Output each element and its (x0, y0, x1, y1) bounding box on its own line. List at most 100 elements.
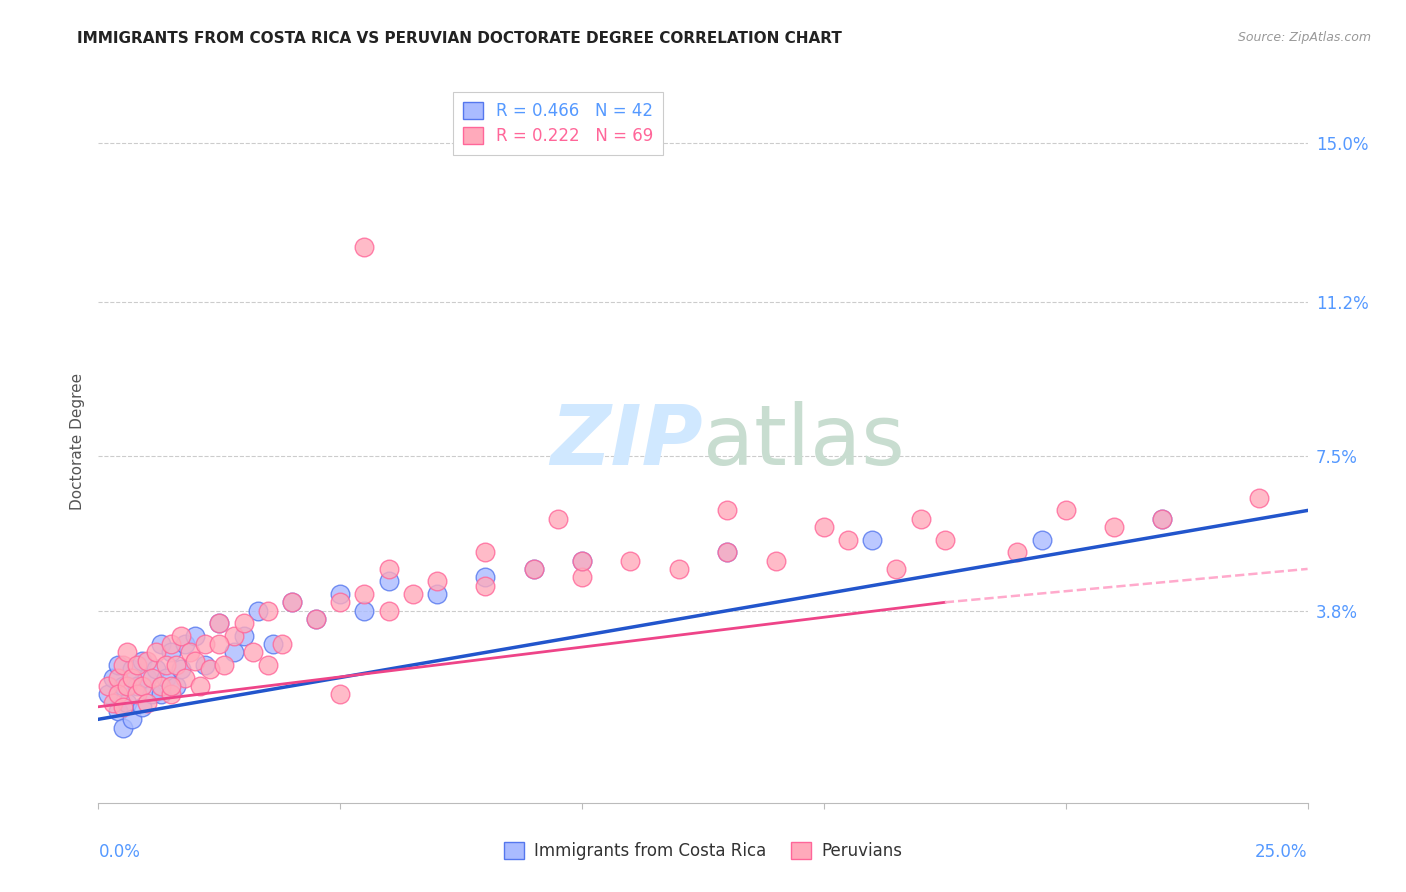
Point (886, 562, 908, 576)
Point (107, 657, 129, 672)
Point (169, 629, 191, 643)
Point (571, 553, 593, 567)
Point (160, 679, 183, 693)
Point (101, 696, 124, 710)
Point (107, 687, 129, 701)
Point (837, 533, 859, 547)
Text: 25.0%: 25.0% (1256, 843, 1308, 861)
Point (329, 587, 352, 601)
Point (117, 679, 139, 693)
Point (160, 687, 183, 701)
Point (127, 657, 149, 672)
Point (934, 533, 956, 547)
Text: 0.0%: 0.0% (98, 843, 141, 861)
Point (329, 595, 352, 609)
Point (111, 657, 134, 672)
Point (571, 570, 593, 584)
Point (141, 687, 163, 701)
Point (131, 699, 153, 714)
Point (135, 671, 157, 685)
Point (247, 604, 270, 618)
Point (165, 657, 187, 672)
Point (765, 553, 787, 567)
Point (141, 671, 163, 685)
Point (860, 533, 883, 547)
Point (208, 616, 231, 631)
Point (281, 595, 304, 609)
Point (194, 657, 217, 672)
Point (160, 645, 183, 659)
Point (668, 562, 690, 576)
Point (305, 612, 328, 626)
Point (1007, 545, 1029, 559)
Point (179, 645, 201, 659)
Point (111, 699, 134, 714)
Point (222, 645, 245, 659)
Point (131, 679, 153, 693)
Text: ZIP: ZIP (550, 401, 703, 482)
Point (107, 671, 129, 685)
Point (262, 637, 284, 651)
Point (305, 612, 328, 626)
Point (97, 679, 120, 693)
Point (256, 604, 278, 618)
Point (329, 687, 352, 701)
Point (716, 545, 738, 559)
Point (1152, 512, 1174, 526)
Point (619, 553, 641, 567)
Point (242, 645, 264, 659)
Point (1031, 533, 1053, 547)
Point (571, 553, 593, 567)
Point (208, 637, 231, 651)
Point (155, 657, 177, 672)
Point (1054, 503, 1077, 517)
Point (121, 712, 143, 726)
Point (117, 645, 139, 659)
Point (198, 662, 221, 676)
Point (910, 512, 932, 526)
Point (1102, 520, 1125, 534)
Point (135, 654, 157, 668)
Point (271, 637, 294, 651)
Point (150, 679, 173, 693)
Point (174, 637, 197, 651)
Point (184, 629, 207, 643)
Point (377, 574, 399, 589)
Point (377, 562, 399, 576)
Point (111, 721, 134, 735)
Point (127, 687, 149, 701)
Point (474, 579, 496, 593)
Point (107, 704, 129, 718)
Point (1249, 491, 1271, 505)
Point (155, 671, 177, 685)
Point (145, 662, 167, 676)
Point (165, 679, 187, 693)
Point (101, 671, 124, 685)
Point (281, 595, 304, 609)
Point (117, 696, 139, 710)
Point (135, 696, 157, 710)
Point (256, 657, 278, 672)
Point (377, 604, 399, 618)
Point (813, 520, 835, 534)
Point (184, 654, 207, 668)
Legend: Immigrants from Costa Rica, Peruvians: Immigrants from Costa Rica, Peruvians (498, 835, 908, 867)
Point (474, 570, 496, 584)
Point (111, 679, 134, 693)
Point (716, 545, 738, 559)
Point (232, 629, 254, 643)
Point (1152, 512, 1174, 526)
Point (208, 616, 231, 631)
Point (353, 587, 375, 601)
Text: atlas: atlas (703, 401, 904, 482)
Text: IMMIGRANTS FROM COSTA RICA VS PERUVIAN DOCTORATE DEGREE CORRELATION CHART: IMMIGRANTS FROM COSTA RICA VS PERUVIAN D… (77, 31, 842, 46)
Point (121, 671, 143, 685)
Point (474, 545, 496, 559)
Point (402, 587, 425, 601)
Point (222, 629, 245, 643)
Point (127, 679, 149, 693)
Point (353, 240, 375, 254)
Point (169, 662, 191, 676)
Point (160, 637, 183, 651)
Point (150, 687, 173, 701)
